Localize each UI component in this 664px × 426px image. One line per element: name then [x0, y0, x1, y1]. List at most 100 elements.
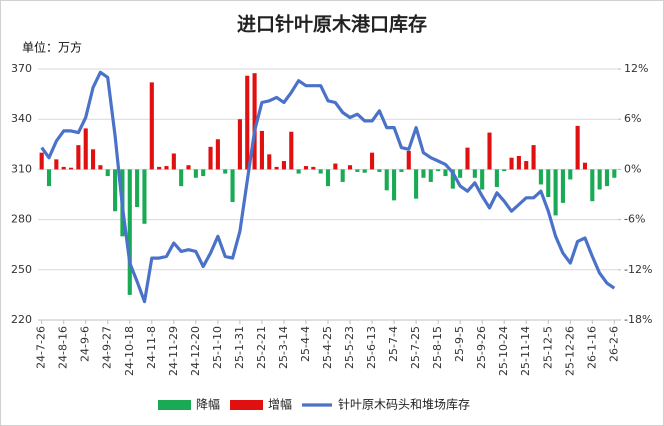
legend-swatch	[158, 400, 191, 410]
bar	[267, 154, 272, 170]
x-tick-label: 25-4-4	[299, 326, 312, 362]
y-tick-label: 340	[11, 112, 32, 125]
bar	[164, 166, 169, 170]
bar	[509, 157, 514, 170]
x-tick-label: 24-7-26	[35, 326, 48, 369]
bar	[149, 82, 154, 170]
x-tick-label: 25-10-24	[497, 326, 510, 376]
bar	[135, 169, 140, 208]
bar	[333, 163, 338, 170]
bar	[458, 169, 463, 178]
x-tick-label: 25-3-14	[277, 326, 290, 369]
x-tick-label: 25-5-23	[343, 326, 356, 369]
x-tick-label: 25-7-25	[409, 326, 422, 369]
x-tick-label: 25-9-5	[453, 326, 466, 362]
bar	[289, 131, 294, 170]
bar	[61, 166, 66, 170]
bar	[472, 169, 477, 178]
bar	[325, 169, 331, 187]
y-unit-label: 单位：万方	[22, 40, 82, 55]
bar	[201, 169, 206, 177]
bar	[311, 166, 316, 170]
bar	[76, 145, 81, 170]
bar	[406, 150, 411, 170]
bar	[237, 119, 242, 170]
bar	[612, 169, 617, 178]
x-tick-label: 24-12-20	[189, 326, 202, 376]
bar	[553, 169, 558, 216]
x-tick-label: 25-12-26	[563, 326, 576, 376]
bar	[428, 169, 433, 182]
bar	[575, 125, 580, 170]
bar	[303, 166, 309, 170]
bar	[362, 169, 367, 173]
y-tick-label: 220	[11, 313, 32, 326]
bar	[318, 169, 323, 174]
bar	[296, 169, 301, 174]
y2-tick-label: 12%	[624, 62, 648, 75]
bar	[68, 167, 74, 170]
bar	[590, 169, 595, 202]
x-tick-label: 25-9-26	[475, 326, 488, 369]
bar	[46, 169, 52, 187]
bar	[98, 165, 103, 170]
y-tick-label: 370	[11, 62, 32, 75]
bar	[377, 169, 382, 172]
legend-label: 降幅	[196, 397, 220, 412]
bar	[546, 169, 551, 198]
bar	[171, 153, 176, 170]
y2-tick-label: -18%	[624, 313, 652, 326]
bar	[399, 169, 404, 172]
bar	[91, 149, 96, 170]
x-tick-label: 25-2-21	[255, 326, 268, 369]
bar	[259, 130, 264, 170]
y2-tick-label: 6%	[624, 112, 641, 125]
bar	[193, 169, 198, 178]
bar	[421, 169, 426, 178]
bar	[369, 152, 375, 170]
y2-tick-label: -6%	[624, 213, 645, 226]
legend-label: 针叶原木码头和堆场库存	[338, 397, 470, 412]
bar	[502, 169, 507, 172]
bar	[347, 165, 353, 170]
bar	[604, 169, 610, 187]
x-tick-label: 24-11-8	[145, 326, 158, 369]
bar	[223, 169, 228, 174]
x-tick-label: 26-1-16	[585, 326, 598, 369]
bar	[54, 159, 59, 170]
x-tick-label: 25-6-13	[365, 326, 378, 369]
x-tick-label: 25-7-4	[387, 326, 400, 362]
y2-tick-label: -12%	[624, 263, 652, 276]
y-tick-label: 250	[11, 263, 32, 276]
bar	[516, 156, 521, 170]
x-tick-label: 24-9-6	[79, 326, 92, 362]
bar	[252, 73, 257, 170]
line	[40, 70, 616, 304]
bar	[208, 146, 213, 170]
bar	[582, 162, 588, 170]
bar	[524, 161, 529, 170]
bar	[538, 169, 543, 185]
x-tick-label: 25-11-14	[519, 326, 532, 376]
bar	[274, 166, 279, 170]
x-tick-label: 24-8-16	[57, 326, 70, 369]
x-tick-label: 25-4-25	[321, 326, 334, 369]
bar	[142, 169, 147, 224]
bar	[392, 169, 397, 201]
bar	[230, 169, 235, 203]
x-tick-label: 24-10-18	[123, 326, 136, 376]
bar	[245, 75, 250, 170]
bar	[186, 165, 191, 170]
bar	[450, 169, 455, 189]
bar	[480, 169, 485, 190]
y-tick-label: 280	[11, 213, 32, 226]
bar	[465, 147, 470, 170]
x-tick-label: 25-1-31	[233, 326, 246, 369]
bar	[531, 145, 536, 170]
y-tick-label: 310	[11, 162, 32, 175]
bar	[281, 161, 287, 170]
bar	[157, 166, 162, 170]
x-tick-label: 24-9-27	[101, 326, 114, 369]
